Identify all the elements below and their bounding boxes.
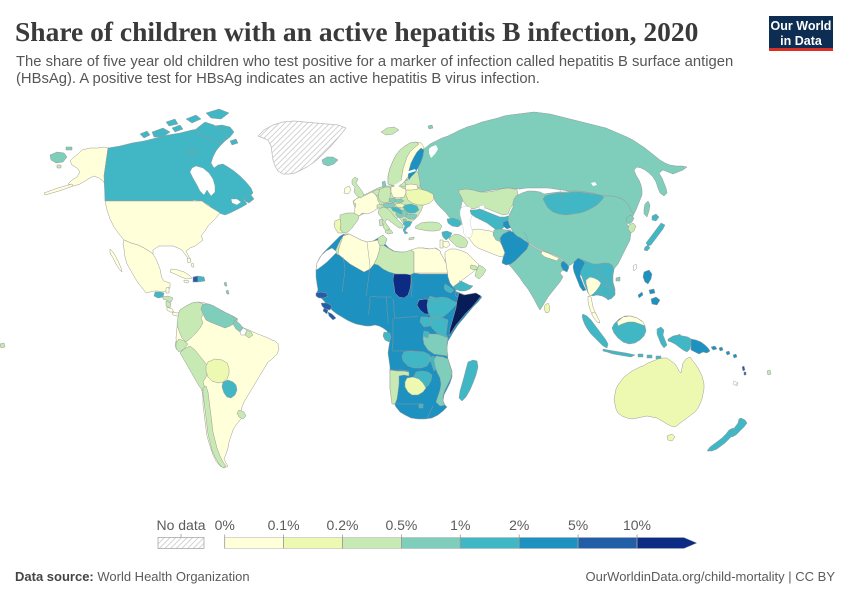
svg-text:No data: No data: [156, 517, 205, 533]
svg-text:2%: 2%: [509, 517, 529, 533]
svg-text:0%: 0%: [215, 517, 235, 533]
svg-text:0.2%: 0.2%: [327, 517, 359, 533]
svg-text:10%: 10%: [623, 517, 651, 533]
svg-text:0.5%: 0.5%: [385, 517, 417, 533]
svg-text:1%: 1%: [450, 517, 470, 533]
svg-text:0.1%: 0.1%: [268, 517, 300, 533]
svg-text:5%: 5%: [568, 517, 588, 533]
